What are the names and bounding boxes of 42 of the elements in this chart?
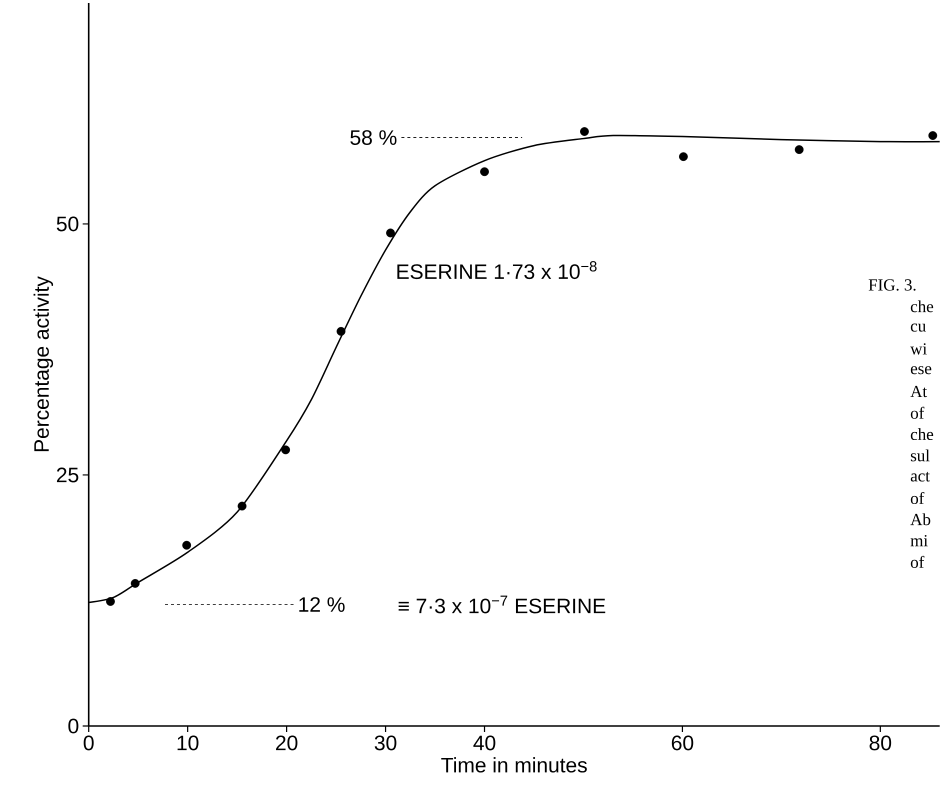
annotation: of (910, 556, 924, 568)
annotation: of (910, 406, 924, 419)
x-tick-label: 10 (178, 736, 198, 750)
annotation: of (910, 492, 924, 504)
annotation: sul (910, 449, 930, 462)
point (928, 131, 938, 140)
x-tick-label: 30 (374, 736, 396, 750)
point (386, 228, 395, 238)
y-axis-title: Percentage activity (34, 276, 54, 452)
point (336, 326, 346, 336)
y-tick-label: 25 (56, 468, 78, 482)
annotation: Ab (910, 513, 930, 526)
point (580, 127, 589, 136)
annotation: che (910, 428, 934, 440)
point (794, 145, 804, 154)
x-tick-label: 20 (276, 736, 298, 750)
annotation: ≡ 7·3 x 10$^{−7}$ ESERINE (398, 596, 606, 614)
x-tick-label: 40 (473, 736, 496, 750)
annotation: mi (910, 534, 928, 546)
x-tick-label: 0 (84, 736, 94, 750)
point (106, 597, 115, 606)
point (480, 167, 489, 176)
annotation: che (910, 300, 934, 312)
annotation: 12 % (299, 597, 345, 612)
x-tick-label: 60 (672, 736, 694, 750)
point (182, 540, 192, 550)
annotation: act (910, 472, 930, 482)
annotation: At (910, 386, 928, 398)
point (281, 445, 290, 454)
point (238, 502, 246, 510)
annotation: cu (910, 324, 926, 332)
annotation: wi (910, 343, 927, 355)
x-axis-title: Time in minutes (441, 757, 587, 773)
point (679, 152, 688, 162)
annotation: 58 % (350, 130, 396, 145)
y-tick-label: 50 (56, 216, 78, 232)
point (130, 579, 140, 588)
annotation: ese (910, 366, 932, 374)
x-tick-label: 80 (870, 736, 892, 750)
annotation: ESERINE 1·73 x 10$^{−8}$ (397, 261, 597, 280)
y-tick-label: 0 (68, 718, 78, 734)
annotation: FIG. 3. (868, 279, 916, 291)
